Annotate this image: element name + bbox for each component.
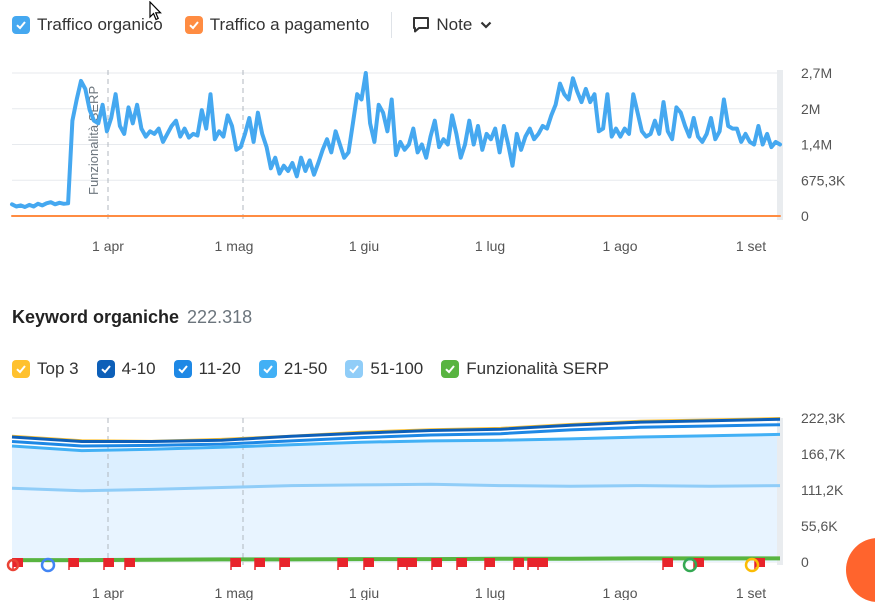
flag-icon[interactable] (662, 558, 673, 570)
mouse-cursor-icon (149, 1, 162, 21)
legend-paid-traffic[interactable]: Traffico a pagamento (184, 15, 370, 35)
kw-legend-item[interactable]: 21-50 (258, 359, 328, 379)
kw-series-line (12, 556, 780, 563)
y-tick-label: 2M (801, 101, 820, 117)
flag-icon[interactable] (254, 558, 265, 570)
flag-icon[interactable] (68, 558, 79, 570)
y-tick-label: 0 (801, 554, 809, 570)
keyword-section-title: Keyword organiche 222.318 (12, 307, 252, 328)
flag-icon[interactable] (527, 558, 538, 570)
checkbox-icon[interactable] (184, 16, 203, 34)
x-tick-label: 1 giu (349, 238, 379, 254)
flag-icon[interactable] (337, 558, 348, 570)
keyword-legend: Top 3 4-10 11-20 21-50 51-100 Funzionalità SE… (12, 359, 627, 379)
checkbox-icon[interactable] (173, 360, 192, 378)
kw-series-line (11, 432, 781, 453)
x-tick-label: 1 mag (215, 238, 254, 254)
kw-legend-item[interactable]: Top 3 (12, 359, 79, 379)
y-tick-label: 1,4M (801, 137, 832, 153)
legend-organic-label: Traffico organico (37, 15, 163, 34)
kw-legend-label: Funzionalità SERP (466, 359, 609, 378)
chevron-down-icon (480, 21, 492, 29)
notes-dropdown-button[interactable]: Note (412, 15, 492, 35)
flag-icon[interactable] (397, 558, 408, 570)
flag-icon[interactable] (537, 558, 548, 570)
flag-icon[interactable] (431, 558, 442, 570)
kw-legend-item[interactable]: 51-100 (345, 359, 423, 379)
flag-icon[interactable] (484, 558, 495, 570)
x-tick-label: 1 set (736, 585, 766, 600)
y-tick-label: 0 (801, 208, 809, 224)
comment-icon (412, 16, 430, 34)
checkbox-icon[interactable] (96, 360, 115, 378)
flag-icon[interactable] (456, 558, 467, 570)
google-icon[interactable] (40, 557, 56, 573)
y-tick-label: 166,7K (801, 446, 846, 462)
x-tick-label: 1 lug (475, 238, 505, 254)
x-tick-label: 1 giu (349, 585, 379, 600)
kw-series-line (11, 417, 781, 443)
legend-paid-label: Traffico a pagamento (209, 15, 370, 34)
divider (391, 12, 393, 38)
flag-icon[interactable] (124, 558, 135, 570)
x-tick-label: 1 set (736, 238, 766, 254)
kw-series-line (11, 423, 781, 448)
kw-series-line (11, 482, 781, 493)
kw-legend-item[interactable]: 11-20 (173, 359, 241, 379)
x-tick-label: 1 mag (215, 585, 254, 600)
google-icon[interactable] (682, 557, 698, 573)
y-tick-label: 111,2K (801, 482, 844, 498)
kw-legend-label: 51-100 (370, 359, 424, 378)
keyword-chart: 1 apr 1 mag 1 giu 1 lug 1 ago 1 set 0 55,6K 111… (6, 410, 846, 600)
y-tick-label: 2,7M (801, 65, 832, 81)
keyword-title: Keyword organiche (12, 307, 180, 327)
kw-legend-label: 11-20 (198, 359, 241, 378)
flag-icon[interactable] (279, 558, 290, 570)
kw-legend-label: 21-50 (283, 359, 328, 378)
x-tick-label: 1 apr (92, 238, 124, 254)
x-tick-label: 1 ago (602, 238, 637, 254)
checkbox-icon[interactable] (258, 360, 277, 378)
y-tick-label: 55,6K (801, 518, 838, 534)
google-icon[interactable] (744, 557, 760, 573)
kw-legend-label: 4-10 (121, 359, 156, 378)
y-tick-label: 222,3K (801, 410, 846, 426)
traffic-legend: Traffico organico Traffico a pagamento N… (12, 12, 492, 38)
kw-legend-item[interactable]: 4-10 (96, 359, 156, 379)
flag-icon[interactable] (513, 558, 524, 570)
chart-right-edge (777, 418, 783, 565)
checkbox-icon[interactable] (12, 360, 30, 378)
legend-organic-traffic[interactable]: Traffico organico (12, 15, 163, 35)
flag-icon[interactable] (103, 558, 114, 570)
google-icon[interactable] (6, 558, 20, 572)
traffic-chart: Funzionalità SERP 1 apr 1 mag 1 giu 1 lug 1 … (10, 65, 846, 254)
keyword-count: 222.318 (187, 307, 253, 327)
x-tick-label: 1 apr (92, 585, 124, 600)
flag-icon[interactable] (230, 558, 241, 570)
notes-label: Note (436, 15, 473, 34)
flag-icon[interactable] (406, 558, 417, 570)
checkbox-icon[interactable] (12, 16, 30, 34)
kw-legend-label: Top 3 (37, 359, 79, 378)
organic-traffic-line (10, 71, 782, 209)
area-fill-51-100 (12, 484, 780, 562)
x-tick-label: 1 ago (602, 585, 637, 600)
y-tick-label: 675,3K (801, 172, 846, 188)
kw-legend-item[interactable]: Funzionalità SERP (441, 359, 609, 379)
x-tick-label: 1 lug (475, 585, 505, 600)
checkbox-icon[interactable] (441, 360, 460, 378)
flag-icon[interactable] (363, 558, 374, 570)
checkbox-icon[interactable] (345, 360, 364, 378)
